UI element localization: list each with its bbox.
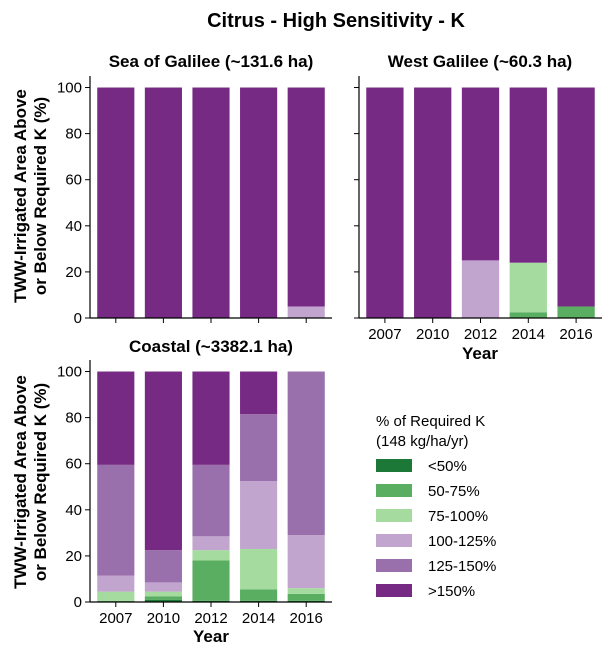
bar-segment [509, 312, 547, 318]
bar-segment [144, 599, 182, 602]
y-tick-label: 20 [65, 264, 82, 281]
bar-segment [97, 464, 135, 576]
legend-label: 100-125% [428, 533, 496, 550]
x-axis-title-west-galilee: Year [462, 344, 498, 363]
y-tick-label: 20 [65, 548, 82, 565]
bar-segment [461, 87, 500, 261]
bar-segment [287, 588, 325, 594]
bar-segment [287, 87, 325, 307]
bar-segment [557, 87, 595, 307]
legend-label: 50-75% [428, 483, 480, 500]
bar-segment [240, 87, 278, 319]
y-tick-label: 100 [57, 80, 82, 97]
bar-segment [144, 591, 182, 597]
panel-title: West Galilee (~60.3 ha) [388, 52, 572, 71]
bar-segment [287, 306, 325, 318]
bar-segment [192, 87, 230, 319]
x-tick-label: 2016 [559, 326, 592, 343]
y-tick-label: 60 [65, 456, 82, 473]
x-tick-label: 2014 [242, 610, 275, 627]
legend-title-line-2: (148 kg/ha/yr) [376, 433, 469, 450]
bar-segment [287, 593, 325, 601]
bar-segment [461, 260, 500, 318]
bar-segment [97, 591, 135, 601]
bar-segment [192, 464, 230, 537]
y-axis-title-line-2: or Below Required K (%) [31, 97, 50, 295]
x-tick-label: 2016 [290, 610, 323, 627]
legend-title-line-1: % of Required K [376, 413, 485, 430]
bar-segment [509, 262, 547, 313]
legend-label: 75-100% [428, 508, 488, 525]
bar-segment [192, 560, 230, 601]
bar-segment [192, 536, 230, 551]
y-axis-title-line-2: or Below Required K (%) [31, 383, 50, 581]
bar-segment [144, 582, 182, 592]
bar-segment [557, 306, 595, 318]
x-tick-label: 2010 [147, 610, 180, 627]
bar-segment [144, 550, 182, 583]
panel-sea-of-galilee: Sea of Galilee (~131.6 ha) 0 20 40 60 80 100 [57, 52, 332, 327]
bar-segment [240, 589, 278, 601]
y-tick-label: 80 [65, 126, 82, 143]
legend-swatch [376, 534, 412, 547]
y-tick-label: 100 [57, 364, 82, 381]
legend-swatch [376, 559, 412, 572]
bar-segment [509, 87, 547, 263]
bar-segment [192, 371, 230, 465]
panel-coastal: Coastal (~3382.1 ha) 2007 2010 2012 2014 201… [57, 337, 332, 627]
bar-segment [414, 87, 452, 319]
x-axis-title-coastal: Year [193, 627, 229, 646]
y-tick-label: 40 [65, 502, 82, 519]
bar-segment [240, 548, 278, 590]
legend-swatch [376, 459, 412, 472]
bar-segment [287, 371, 325, 536]
bar-segment [97, 575, 135, 592]
x-tick-label: 2012 [194, 610, 227, 627]
y-tick-label: 40 [65, 218, 82, 235]
legend-label: <50% [428, 458, 467, 475]
legend-swatch [376, 509, 412, 522]
legend-label: >150% [428, 583, 475, 600]
y-axis-title-line-1: TWW-Irrigated Area Above [11, 89, 30, 303]
bar-segment [97, 371, 135, 465]
x-tick-label: 2007 [368, 326, 401, 343]
legend-label: 125-150% [428, 558, 496, 575]
y-axis-title-line-1: TWW-Irrigated Area Above [11, 375, 30, 589]
x-tick-label: 2010 [416, 326, 449, 343]
y-tick-label: 0 [74, 310, 82, 327]
bar-segment [192, 550, 230, 561]
y-axis-title-top: TWW-Irrigated Area Above or Below Requir… [11, 89, 50, 303]
panel-title: Sea of Galilee (~131.6 ha) [109, 52, 314, 71]
bar-segment [366, 87, 404, 319]
x-tick-label: 2014 [512, 326, 545, 343]
main-title: Citrus - High Sensitivity - K [207, 10, 465, 32]
x-tick-label: 2012 [464, 326, 497, 343]
bar-segment [97, 87, 135, 319]
bar-segment [240, 414, 278, 481]
legend: % of Required K (148 kg/ha/yr) <50% 50-75… [376, 413, 496, 600]
y-tick-label: 0 [74, 594, 82, 611]
bar-segment [144, 371, 182, 551]
y-tick-label: 60 [65, 172, 82, 189]
panel-west-galilee: West Galilee (~60.3 ha) 2007 2010 2012 2014… [354, 52, 602, 343]
x-tick-label: 2007 [99, 610, 132, 627]
y-tick-label: 80 [65, 410, 82, 427]
bar-segment [144, 87, 182, 319]
legend-swatch [376, 484, 412, 497]
y-axis-title-bottom: TWW-Irrigated Area Above or Below Requir… [11, 375, 50, 589]
bar-segment [240, 481, 278, 549]
legend-swatch [376, 584, 412, 597]
bar-segment [144, 596, 182, 600]
panel-title: Coastal (~3382.1 ha) [129, 337, 293, 356]
bar-segment [287, 535, 325, 589]
bar-segment [240, 371, 278, 415]
